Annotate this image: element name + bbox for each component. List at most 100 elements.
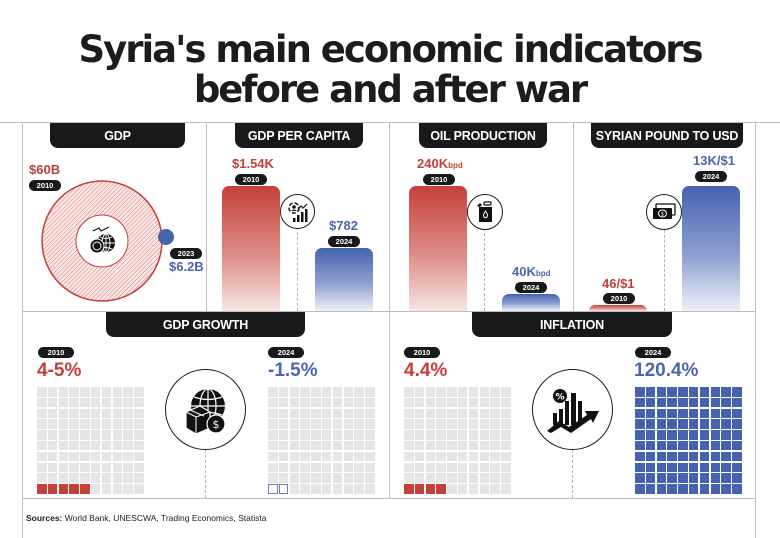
svg-text:%: % — [555, 392, 564, 402]
waffle-cell — [321, 440, 332, 451]
waffle-cell — [667, 408, 677, 419]
waffle-cell — [404, 419, 414, 429]
waffle-cell — [490, 473, 500, 483]
waffle-cell — [47, 451, 58, 462]
waffle-cell — [311, 462, 321, 473]
waffle-cell — [721, 397, 731, 408]
gdp-per-capita-before-year: 2010 — [235, 174, 267, 185]
waffle-cell — [436, 408, 446, 419]
waffle-cell — [447, 419, 457, 429]
gdp-per-capita-before-value: $1.54K — [232, 156, 274, 171]
waffle-cell — [354, 462, 364, 473]
waffle-cell — [436, 387, 446, 397]
waffle-cell — [635, 440, 645, 451]
waffle-cell — [436, 419, 446, 429]
waffle-cell — [354, 430, 364, 440]
waffle-cell — [447, 462, 457, 473]
waffle-cell — [404, 408, 414, 419]
waffle-cell — [678, 473, 688, 483]
waffle-cell — [635, 387, 645, 397]
waffle-cell — [635, 484, 645, 494]
waffle-cell — [414, 484, 425, 494]
waffle-cell — [656, 397, 667, 408]
waffle-cell — [710, 473, 721, 483]
oil-production-tab: OIL PRODUCTION — [419, 123, 547, 148]
waffle-cell — [490, 462, 500, 473]
waffle-cell — [321, 430, 332, 440]
waffle-cell — [404, 387, 414, 397]
waffle-cell — [501, 451, 511, 462]
waffle-cell — [58, 440, 69, 451]
waffle-cell — [69, 451, 79, 462]
waffle-cell — [479, 387, 490, 397]
waffle-cell — [332, 462, 343, 473]
waffle-cell — [90, 408, 101, 419]
waffle-cell — [645, 440, 656, 451]
waffle-cell — [354, 473, 364, 483]
waffle-cell — [732, 451, 742, 462]
waffle-cell — [447, 473, 457, 483]
waffle-cell — [354, 408, 364, 419]
waffle-cell — [332, 484, 343, 494]
waffle-cell — [490, 451, 500, 462]
waffle-cell — [414, 408, 425, 419]
waffle-cell — [425, 484, 436, 494]
waffle-cell — [732, 462, 742, 473]
divider-col-2 — [389, 122, 390, 498]
oil-icon-circle — [467, 194, 503, 230]
waffle-cell — [112, 387, 123, 397]
waffle-cell — [414, 387, 425, 397]
waffle-cell — [667, 397, 677, 408]
inflation-icon-circle: % — [532, 369, 613, 450]
waffle-cell — [311, 419, 321, 429]
waffle-cell — [80, 462, 90, 473]
waffle-cell — [278, 430, 289, 440]
waffle-cell — [278, 408, 289, 419]
waffle-cell — [354, 484, 364, 494]
waffle-cell — [479, 462, 490, 473]
waffle-cell — [414, 451, 425, 462]
pound-to-usd-tab: SYRIAN POUND TO USD — [591, 123, 743, 148]
gdp-growth-after-value: -1.5% — [268, 360, 318, 381]
oil-canister-icon — [477, 201, 492, 222]
waffle-cell — [365, 397, 375, 408]
svg-text:$: $ — [212, 418, 219, 431]
waffle-cell — [732, 440, 742, 451]
gdp-per-capita-after-bar — [315, 248, 373, 311]
waffle-cell — [311, 473, 321, 483]
waffle-cell — [343, 419, 354, 429]
waffle-cell — [436, 473, 446, 483]
waffle-cell — [501, 430, 511, 440]
waffle-cell — [289, 462, 300, 473]
gdp-growth-icon-circle: $ — [165, 369, 246, 450]
waffle-cell — [501, 387, 511, 397]
waffle-cell — [289, 451, 300, 462]
waffle-cell — [37, 473, 47, 483]
gdp-growth-label: GDP GROWTH — [162, 317, 249, 332]
waffle-cell — [343, 451, 354, 462]
pound-after-year: 2024 — [695, 171, 727, 182]
waffle-cell — [656, 473, 667, 483]
waffle-cell — [468, 440, 479, 451]
oil-before-value: 240Kbpd — [417, 156, 463, 171]
waffle-cell — [354, 387, 364, 397]
waffle-cell — [278, 473, 289, 483]
waffle-cell — [300, 430, 310, 440]
waffle-cell — [134, 473, 144, 483]
waffle-cell — [90, 397, 101, 408]
waffle-cell — [69, 419, 79, 429]
waffle-cell — [90, 440, 101, 451]
title-line-1: Syria's main economic indicators — [78, 28, 703, 71]
waffle-cell — [721, 419, 731, 429]
waffle-cell — [134, 451, 144, 462]
waffle-cell — [468, 397, 479, 408]
waffle-cell — [667, 484, 677, 494]
waffle-cell — [58, 451, 69, 462]
waffle-cell — [457, 387, 468, 397]
waffle-cell — [678, 451, 688, 462]
waffle-cell — [69, 473, 79, 483]
waffle-cell — [343, 408, 354, 419]
waffle-cell — [58, 419, 69, 429]
waffle-cell — [134, 430, 144, 440]
waffle-cell — [436, 440, 446, 451]
